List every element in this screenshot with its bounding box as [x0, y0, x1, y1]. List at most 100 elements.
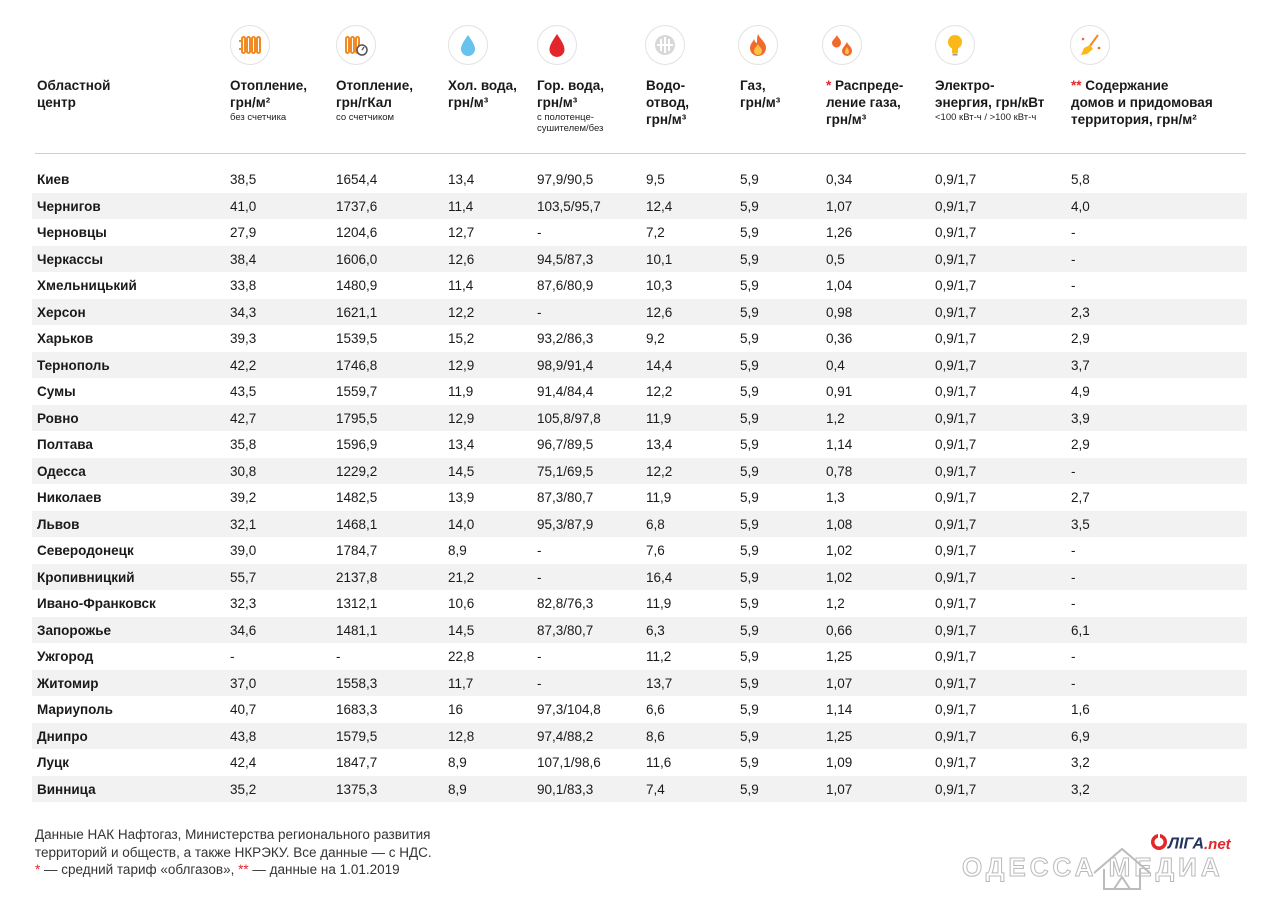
cold-water-cell: 12,6	[448, 251, 475, 267]
heating-cell: 32,1	[230, 516, 257, 532]
drain-icon	[645, 25, 685, 65]
electricity-cell: 0,9/1,7	[935, 225, 977, 240]
table-row: Черновцы 27,9 1204,6 12,7 - 7,2 5,9 1,26 0,9/1,7…	[32, 219, 1247, 246]
city-cell: Сумы	[37, 384, 76, 399]
gas-cell: 5,9	[740, 357, 759, 373]
city-cell: Житомир	[37, 675, 99, 691]
maintenance-cell: 6,1	[1071, 622, 1090, 638]
heating-cell: 39,0	[230, 543, 257, 558]
gas-distribution-cell: 1,04	[826, 278, 853, 293]
hot-water-cell: 105,8/97,8	[537, 410, 601, 426]
city-cell: Ивано-Франковск	[37, 596, 156, 611]
hot-water-cell: 95,3/87,9	[537, 516, 594, 532]
sewage-cell: 11,9	[646, 596, 672, 611]
cold-water-cell: 8,9	[448, 755, 467, 770]
liga-net-logo: ЛIГА.net	[1150, 833, 1231, 856]
maintenance-cell: 3,2	[1071, 781, 1090, 797]
double-asterisk-mark: **	[1071, 78, 1082, 93]
sewage-cell: 6,8	[646, 516, 665, 532]
header-divider	[35, 153, 1246, 154]
electricity-cell: 0,9/1,7	[935, 437, 977, 452]
heating-meter-cell: -	[336, 649, 341, 664]
city-cell: Ужгород	[37, 649, 94, 664]
heating-cell: 38,4	[230, 251, 257, 267]
heating-meter-cell: 1621,1	[336, 304, 378, 320]
heating-meter-cell: 1596,9	[336, 437, 378, 452]
radiator-meter-icon	[336, 25, 376, 65]
cold-water-cell: 10,6	[448, 596, 475, 611]
city-cell: Днипро	[37, 728, 88, 744]
gas-cell: 5,9	[740, 278, 759, 293]
table-row: Запорожье 34,6 1481,1 14,5 87,3/80,7 6,3 5,9 0,…	[32, 616, 1247, 643]
heating-meter-cell: 1746,8	[336, 357, 378, 373]
electricity-cell: 0,9/1,7	[935, 622, 977, 638]
gas-distribution-cell: 1,07	[826, 198, 853, 214]
heating-meter-cell: 1312,1	[336, 596, 378, 611]
gas-distribution-cell: 1,25	[826, 649, 853, 664]
heating-meter-cell: 1795,5	[336, 410, 378, 426]
sewage-cell: 6,3	[646, 622, 665, 638]
hot-water-cell: 97,3/104,8	[537, 702, 601, 717]
house-watermark-icon	[1090, 843, 1154, 898]
sewage-cell: 6,6	[646, 702, 665, 717]
table-row: Черкассы 38,4 1606,0 12,6 94,5/87,3 10,1 5,9 0,…	[32, 245, 1247, 272]
header-hot-water: Гор. вода, грн/м³ с полотенце- сушителем/…	[537, 78, 604, 134]
gas-distribution-cell: 1,26	[826, 225, 853, 240]
gas-distribution-cell: 0,5	[826, 251, 845, 267]
city-cell: Львов	[37, 516, 80, 532]
cold-water-cell: 11,4	[448, 198, 474, 214]
heating-meter-cell: 1683,3	[336, 702, 378, 717]
heating-meter-cell: 1481,1	[336, 622, 378, 638]
heating-meter-cell: 1539,5	[336, 331, 378, 346]
heating-meter-cell: 1204,6	[336, 225, 378, 240]
gas-distribution-cell: 1,3	[826, 490, 845, 505]
city-cell: Винница	[37, 781, 96, 797]
table-row: Луцк 42,4 1847,7 8,9 107,1/98,6 11,6 5,9 1,09 0,…	[32, 749, 1247, 776]
hot-water-cell: -	[537, 543, 542, 558]
cold-water-cell: 14,0	[448, 516, 475, 532]
electricity-cell: 0,9/1,7	[935, 331, 977, 346]
table-row: Одесса 30,8 1229,2 14,5 75,1/69,5 12,2 5,9 0,78…	[32, 457, 1247, 484]
header-gas-distribution: * Распреде- ление газа, грн/м³	[826, 78, 904, 127]
cold-water-cell: 12,9	[448, 410, 475, 426]
hot-water-cell: 94,5/87,3	[537, 251, 594, 267]
gas-cell: 5,9	[740, 172, 759, 187]
hot-water-cell: -	[537, 649, 542, 664]
sewage-cell: 13,4	[646, 437, 673, 452]
gas-distribution-cell: 1,14	[826, 702, 853, 717]
gas-cell: 5,9	[740, 198, 759, 214]
gas-cell: 5,9	[740, 304, 759, 320]
gas-cell: 5,9	[740, 225, 759, 240]
heating-meter-cell: 2137,8	[336, 569, 378, 585]
heating-meter-cell: 1229,2	[336, 463, 378, 479]
heating-meter-cell: 1482,5	[336, 490, 378, 505]
gas-distribution-cell: 1,14	[826, 437, 853, 452]
city-cell: Херсон	[37, 304, 86, 320]
sewage-cell: 7,4	[646, 781, 665, 797]
heating-cell: -	[230, 649, 235, 664]
sewage-cell: 11,2	[646, 649, 672, 664]
table-row: Ужгород - - 22,8 - 11,2 5,9 1,25 0,9/1,7 -	[32, 643, 1247, 670]
heating-meter-cell: 1559,7	[336, 384, 378, 399]
gas-cell: 5,9	[740, 702, 759, 717]
heating-meter-cell: 1579,5	[336, 728, 378, 744]
city-cell: Харьков	[37, 331, 94, 346]
heating-cell: 34,3	[230, 304, 257, 320]
electricity-cell: 0,9/1,7	[935, 596, 977, 611]
hot-water-cell: 107,1/98,6	[537, 755, 601, 770]
heating-cell: 43,5	[230, 384, 257, 399]
gas-distribution-cell: 1,07	[826, 675, 853, 691]
heating-cell: 39,2	[230, 490, 257, 505]
hot-water-cell: 91,4/84,4	[537, 384, 594, 399]
city-cell: Ровно	[37, 410, 79, 426]
table-row: Полтава 35,8 1596,9 13,4 96,7/89,5 13,4 5,9 1,1…	[32, 431, 1247, 458]
table-row: Винница 35,2 1375,3 8,9 90,1/83,3 7,4 5,9 1,07 0…	[32, 775, 1247, 802]
gas-cell: 5,9	[740, 410, 759, 426]
heating-cell: 30,8	[230, 463, 257, 479]
gas-distribution-cell: 1,25	[826, 728, 853, 744]
gas-cell: 5,9	[740, 384, 759, 399]
cold-water-cell: 11,4	[448, 278, 474, 293]
electricity-cell: 0,9/1,7	[935, 172, 977, 187]
hot-water-cell: 98,9/91,4	[537, 357, 594, 373]
hot-water-cell: 90,1/83,3	[537, 781, 594, 797]
